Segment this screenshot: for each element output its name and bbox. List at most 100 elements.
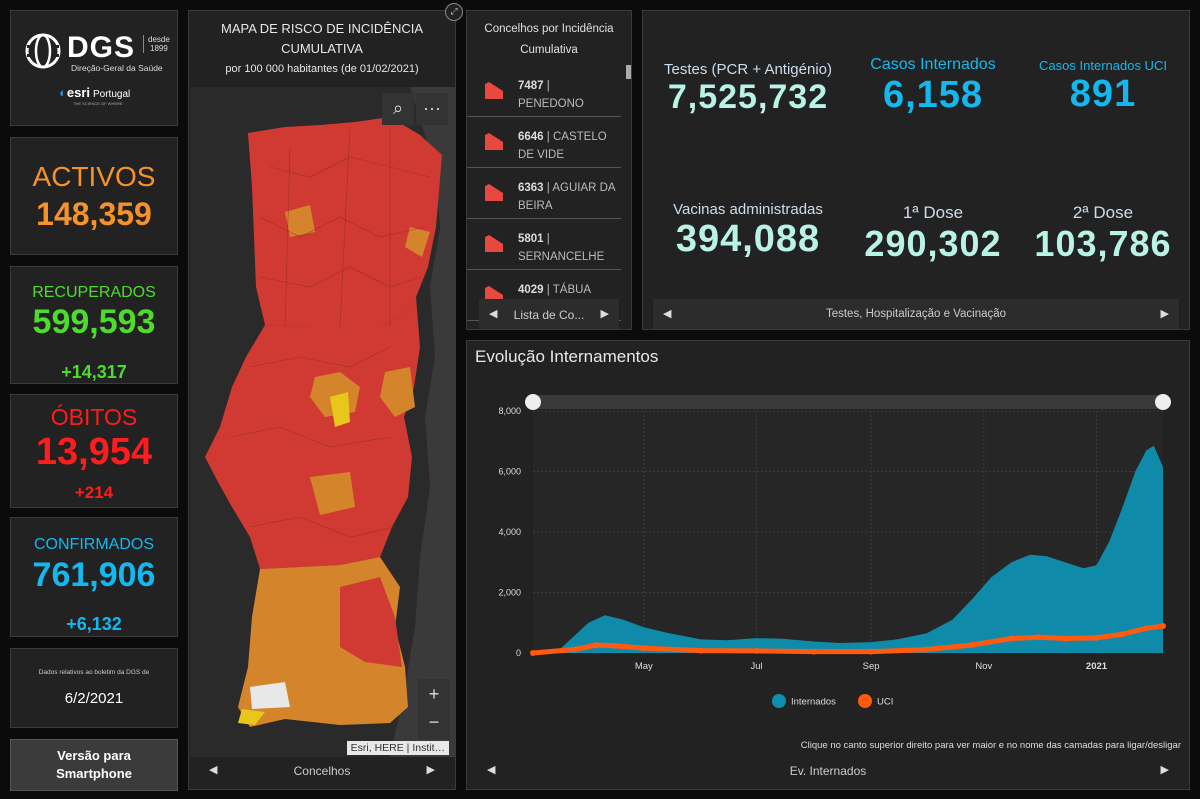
map-next-icon[interactable]: ▶ xyxy=(426,764,435,776)
uci-point xyxy=(640,645,647,652)
map-view[interactable]: ⌕ ··· + − Esri, HERE | Instit… xyxy=(190,87,455,757)
uci-kpi: Casos Internados UCI 891 xyxy=(1023,58,1183,116)
chart-note: Clique no canto superior direito para ve… xyxy=(800,740,1181,751)
obitos-panel: ÓBITOS 13,954 +214 xyxy=(10,394,178,508)
kpi-next-icon[interactable]: ▶ xyxy=(1160,308,1169,320)
obitos-delta: +214 xyxy=(74,483,114,502)
list-item-label: 6646 | CASTELO DE VIDE xyxy=(518,131,607,161)
uci-point xyxy=(923,646,930,653)
map-more-button[interactable]: ··· xyxy=(416,93,448,125)
map-attribution[interactable]: Esri, HERE | Instit… xyxy=(346,741,449,755)
legend-swatch xyxy=(858,694,872,708)
bulletin-note: Dados relativos ao boletim da DGS de xyxy=(38,669,150,676)
testes-kpi: Testes (PCR + Antigénio) 7,525,732 xyxy=(653,61,843,117)
dgs-since: desde 1899 xyxy=(143,35,170,53)
kpi-footer-bg xyxy=(653,299,1179,329)
dgs-subtitle: Direção-Geral da Saúde xyxy=(71,63,163,73)
internados-kpi: Casos Internados 6,158 xyxy=(843,56,1023,117)
x-tick-label: Nov xyxy=(975,661,992,672)
spain-landmass xyxy=(390,87,455,757)
dose2-kpi: 2ª Dose 103,786 xyxy=(1023,203,1183,265)
list-item-label: 7487 | PENEDONO xyxy=(518,80,584,110)
activos-value: 148,359 xyxy=(36,196,152,232)
recuperados-title: RECUPERADOS xyxy=(32,284,156,301)
county-list-panel: Concelhos por Incidência Cumulativa 7487 … xyxy=(466,10,632,330)
zoom-in-button[interactable]: + xyxy=(418,679,450,711)
kpi-prev-icon[interactable]: ◀ xyxy=(663,308,672,320)
uci-point xyxy=(1093,634,1100,641)
hospitalization-chart[interactable]: 0 2,000 4,000 6,000 8,000 May Jul Sep Nov 2021 Int… xyxy=(467,381,1189,771)
list-item-label: 6363 | AGUIAR DA BEIRA xyxy=(518,182,615,212)
obitos-title: ÓBITOS xyxy=(50,404,138,430)
south-red-region xyxy=(340,577,402,667)
recuperados-delta: +14,317 xyxy=(61,362,127,382)
map-title: MAPA DE RISCO DE INCIDÊNCIA CUMULATIVA xyxy=(220,21,423,56)
north-orange-2 xyxy=(405,227,430,257)
uci-point xyxy=(572,646,579,653)
recuperados-panel: RECUPERADOS 599,593 +14,317 xyxy=(10,266,178,384)
list-item[interactable]: 5801 | SERNANCELHE xyxy=(467,219,621,270)
logo-panel: DGS desde 1899 Direção-Geral da Saúde ◐es… xyxy=(10,10,178,126)
uci-point xyxy=(611,642,618,649)
chart-panel: Evolução Internamentos 0 2,000 4,000 6,000 8… xyxy=(466,340,1190,790)
list-prev-icon[interactable]: ◀ xyxy=(489,308,498,320)
vacinas-kpi: Vacinas administradas 394,088 xyxy=(653,201,843,261)
center-orange-2 xyxy=(380,367,415,417)
vacinas-value: 394,088 xyxy=(675,218,821,260)
recuperados-value: 599,593 xyxy=(32,303,156,341)
obitos-value: 13,954 xyxy=(35,431,153,473)
uci-point xyxy=(1143,625,1150,632)
chart-next-icon[interactable]: ▶ xyxy=(1160,764,1169,776)
testes-label: Testes (PCR + Antigénio) xyxy=(664,61,832,78)
list-next-icon[interactable]: ▶ xyxy=(600,308,609,320)
x-tick-label: May xyxy=(635,661,653,672)
legend-label[interactable]: Internados xyxy=(791,697,836,708)
list-item[interactable]: 6646 | CASTELO DE VIDE xyxy=(467,117,621,168)
kpi-footer-nav: ◀ Testes, Hospitalização e Vacinação ▶ xyxy=(643,303,1189,329)
chart-prev-icon[interactable]: ◀ xyxy=(487,764,496,776)
x-tick-label: Jul xyxy=(750,661,762,672)
map-expand-icon[interactable]: ⤢ xyxy=(445,3,463,21)
x-tick-label: Sep xyxy=(863,661,880,672)
uci-point xyxy=(868,648,875,655)
map-footer-label: Concelhos xyxy=(293,764,351,778)
range-slider-track xyxy=(533,395,1163,409)
list-scrollbar[interactable] xyxy=(626,65,631,79)
range-slider-handle[interactable] xyxy=(525,394,541,410)
portugal-center xyxy=(205,297,420,569)
uci-point xyxy=(1160,623,1166,630)
testes-value: 7,525,732 xyxy=(667,78,829,116)
algarve-yellow xyxy=(238,709,265,725)
dose1-value: 290,302 xyxy=(864,223,1002,264)
confirmados-panel: CONFIRMADOS 761,906 +6,132 xyxy=(10,517,178,637)
map-prev-icon[interactable]: ◀ xyxy=(209,764,218,776)
esri-logo: ◐esri Portugal xyxy=(59,85,131,100)
kpi-panel: Testes (PCR + Antigénio) 7,525,732 Casos… xyxy=(642,10,1190,330)
list-item[interactable]: 4029 | TÁBUA xyxy=(467,270,621,321)
uci-point xyxy=(1008,635,1015,642)
activos-panel: ACTIVOS 148,359 xyxy=(10,137,178,255)
map-footer-nav: ◀ Concelhos ▶ xyxy=(189,759,455,785)
list-item[interactable]: 7487 | PENEDONO xyxy=(467,66,621,117)
map-panel: MAPA DE RISCO DE INCIDÊNCIA CUMULATIVA po… xyxy=(188,3,463,790)
range-slider-handle[interactable] xyxy=(1155,394,1171,410)
zoom-out-button[interactable]: − xyxy=(418,707,450,739)
uci-point xyxy=(1036,634,1043,641)
legend-label[interactable]: UCI xyxy=(877,697,893,708)
list-footer-label: Lista de Co... xyxy=(513,308,585,322)
bulletin-date: 6/2/2021 xyxy=(64,690,124,707)
uci-point xyxy=(969,641,976,648)
map-subtitle: por 100 000 habitantes (de 01/02/2021) xyxy=(225,63,419,75)
uci-line xyxy=(532,623,1164,656)
uci-point xyxy=(753,647,760,654)
dose2-value: 103,786 xyxy=(1034,223,1172,264)
uci-point xyxy=(1119,631,1126,638)
vacinas-label: Vacinas administradas xyxy=(673,201,823,218)
uci-point xyxy=(810,648,817,655)
north-orange xyxy=(285,205,315,237)
list-item[interactable]: 6363 | AGUIAR DA BEIRA xyxy=(467,168,621,219)
map-search-button[interactable]: ⌕ xyxy=(382,93,414,125)
smartphone-version-button[interactable]: Versão para Smartphone xyxy=(10,739,178,791)
legend-swatch xyxy=(772,694,786,708)
bulletin-panel: Dados relativos ao boletim da DGS de 6/2… xyxy=(10,648,178,728)
